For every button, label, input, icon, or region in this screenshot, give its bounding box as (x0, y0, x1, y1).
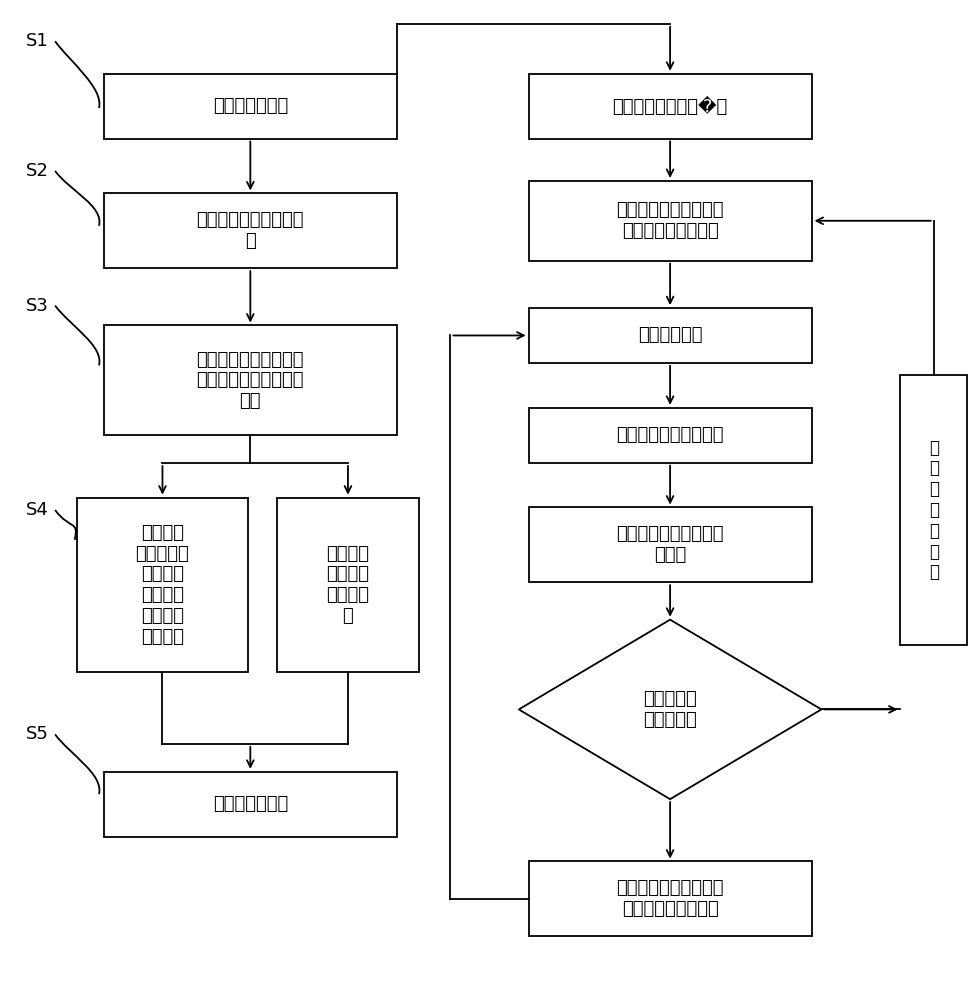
FancyBboxPatch shape (77, 498, 247, 672)
FancyBboxPatch shape (528, 408, 811, 463)
Text: 获取各节点初始动�载: 获取各节点初始动�载 (612, 97, 727, 116)
Text: 将动荷载定义成弱形式
偏微分方程，并赋予初
始值: 将动荷载定义成弱形式 偏微分方程，并赋予初 始值 (197, 351, 304, 410)
FancyBboxPatch shape (277, 498, 419, 672)
Text: 调
整
模
量
和
粘
度: 调 整 模 量 和 粘 度 (928, 439, 938, 581)
Text: 进行下一次时间步长，
直到完成有限元计算: 进行下一次时间步长， 直到完成有限元计算 (616, 879, 723, 918)
Text: 输入压实
度、湿度、
应力相关
的弹性模
量和黏性
系数方程: 输入压实 度、湿度、 应力相关 的弹性模 量和黏性 系数方程 (135, 524, 189, 646)
Text: S2: S2 (25, 162, 49, 180)
Text: 计算各单元初始弹性模
量、黏性系数初始值: 计算各单元初始弹性模 量、黏性系数初始值 (616, 201, 723, 240)
Text: S1: S1 (25, 32, 49, 50)
Text: 写入压实
度、含水
率函数方
程: 写入压实 度、含水 率函数方 程 (326, 545, 369, 625)
FancyBboxPatch shape (104, 193, 396, 268)
Text: 更新各节点应力场分布: 更新各节点应力场分布 (616, 426, 723, 444)
Text: 更新单元弹性模量、黏
性系数: 更新单元弹性模量、黏 性系数 (616, 525, 723, 564)
Text: 有限元模型建立: 有限元模型建立 (212, 97, 288, 115)
FancyBboxPatch shape (528, 308, 811, 363)
Text: S5: S5 (25, 725, 49, 743)
FancyBboxPatch shape (900, 375, 966, 645)
Text: 检查有限元
模型收敛性: 检查有限元 模型收敛性 (643, 690, 696, 729)
Text: 运行有限元软件: 运行有限元软件 (212, 795, 288, 813)
FancyBboxPatch shape (104, 325, 396, 435)
FancyBboxPatch shape (104, 772, 396, 837)
Text: S3: S3 (25, 297, 49, 315)
FancyBboxPatch shape (104, 74, 396, 139)
Text: 定义基本参数、边界条
件: 定义基本参数、边界条 件 (197, 211, 304, 250)
FancyBboxPatch shape (528, 507, 811, 582)
FancyBboxPatch shape (528, 861, 811, 936)
Polygon shape (518, 620, 821, 799)
Text: S4: S4 (25, 501, 49, 519)
Text: 移动荷载施加: 移动荷载施加 (638, 326, 701, 344)
FancyBboxPatch shape (528, 181, 811, 261)
FancyBboxPatch shape (528, 74, 811, 139)
